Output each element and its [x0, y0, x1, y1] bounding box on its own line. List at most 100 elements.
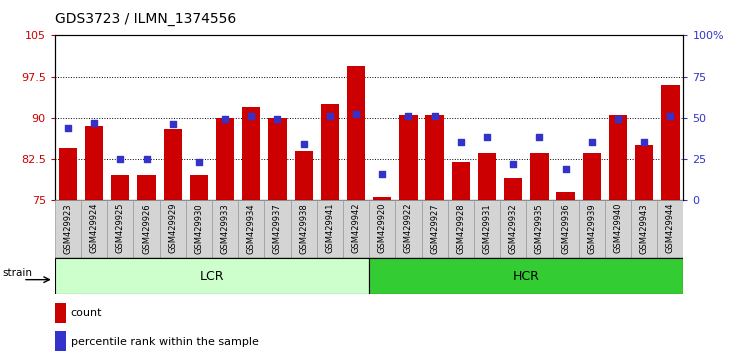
Text: GSM429942: GSM429942	[352, 203, 360, 253]
Bar	[85, 126, 103, 200]
Bar	[164, 129, 182, 200]
Bar	[212, 200, 238, 258]
Text: GSM429929: GSM429929	[168, 203, 177, 253]
Bar	[242, 107, 260, 200]
Bar	[55, 331, 66, 351]
Bar	[478, 153, 496, 200]
Bar	[635, 145, 654, 200]
Text: GSM429922: GSM429922	[404, 203, 413, 253]
Bar	[579, 200, 605, 258]
Bar	[265, 200, 290, 258]
Bar	[216, 118, 234, 200]
Bar	[422, 200, 447, 258]
Bar	[556, 192, 575, 200]
Text: HCR: HCR	[513, 270, 539, 282]
Bar	[55, 200, 81, 258]
Text: GSM429935: GSM429935	[535, 203, 544, 253]
Text: GSM429930: GSM429930	[194, 203, 203, 253]
Bar	[452, 161, 470, 200]
Text: GSM429941: GSM429941	[325, 203, 334, 253]
Bar	[55, 303, 66, 323]
Bar	[631, 200, 657, 258]
Text: LCR: LCR	[200, 270, 224, 282]
Point	[429, 113, 441, 119]
Bar	[347, 65, 366, 200]
Text: GSM429936: GSM429936	[561, 203, 570, 254]
Text: GSM429933: GSM429933	[221, 203, 230, 254]
Text: GSM429923: GSM429923	[64, 203, 72, 253]
Text: GSM429924: GSM429924	[90, 203, 99, 253]
Point	[62, 125, 74, 130]
Bar	[321, 104, 339, 200]
Bar	[290, 200, 317, 258]
Bar	[343, 200, 369, 258]
Text: GSM429934: GSM429934	[247, 203, 256, 253]
Point	[167, 121, 178, 127]
Bar	[657, 200, 683, 258]
Bar	[81, 200, 107, 258]
Bar	[369, 200, 395, 258]
Point	[298, 141, 309, 147]
Bar	[662, 85, 680, 200]
Point	[376, 171, 388, 177]
Text: GSM429939: GSM429939	[587, 203, 596, 253]
Bar	[111, 175, 129, 200]
Text: GSM429940: GSM429940	[613, 203, 623, 253]
Bar	[526, 200, 553, 258]
Point	[140, 156, 152, 162]
Point	[612, 116, 624, 122]
Text: GSM429943: GSM429943	[640, 203, 648, 253]
Point	[115, 156, 126, 162]
Text: GDS3723 / ILMN_1374556: GDS3723 / ILMN_1374556	[55, 12, 236, 27]
Bar	[553, 200, 579, 258]
Text: GSM429920: GSM429920	[378, 203, 387, 253]
Point	[560, 166, 572, 172]
Text: GSM429927: GSM429927	[430, 203, 439, 253]
Point	[272, 116, 284, 122]
Point	[586, 139, 598, 145]
Point	[219, 116, 231, 122]
Bar	[605, 200, 631, 258]
Point	[481, 135, 493, 140]
Point	[193, 159, 205, 165]
Text: GSM429937: GSM429937	[273, 203, 282, 254]
Bar	[530, 153, 548, 200]
Bar	[425, 115, 444, 200]
Bar	[317, 200, 343, 258]
Text: GSM429925: GSM429925	[115, 203, 125, 253]
Bar	[504, 178, 523, 200]
Point	[638, 139, 650, 145]
Bar	[609, 115, 627, 200]
Bar	[369, 258, 683, 294]
Bar	[474, 200, 500, 258]
Bar	[447, 200, 474, 258]
Bar	[58, 148, 77, 200]
Bar	[395, 200, 422, 258]
Text: percentile rank within the sample: percentile rank within the sample	[70, 337, 259, 347]
Bar	[107, 200, 133, 258]
Bar	[583, 153, 601, 200]
Point	[455, 139, 466, 145]
Text: GSM429928: GSM429928	[456, 203, 466, 253]
Point	[534, 135, 545, 140]
Text: count: count	[70, 308, 102, 318]
Bar	[373, 197, 391, 200]
Text: GSM429931: GSM429931	[482, 203, 491, 253]
Bar	[190, 175, 208, 200]
Point	[246, 113, 257, 119]
Point	[664, 113, 676, 119]
Text: GSM429938: GSM429938	[299, 203, 308, 254]
Bar	[137, 175, 156, 200]
Text: GSM429944: GSM429944	[666, 203, 675, 253]
Bar	[186, 200, 212, 258]
Point	[350, 112, 362, 117]
Point	[507, 161, 519, 167]
Bar	[159, 200, 186, 258]
Bar	[399, 115, 417, 200]
Bar	[295, 151, 313, 200]
Bar	[238, 200, 265, 258]
Bar	[500, 200, 526, 258]
Point	[88, 120, 100, 125]
Text: strain: strain	[3, 268, 33, 278]
Bar	[268, 118, 287, 200]
